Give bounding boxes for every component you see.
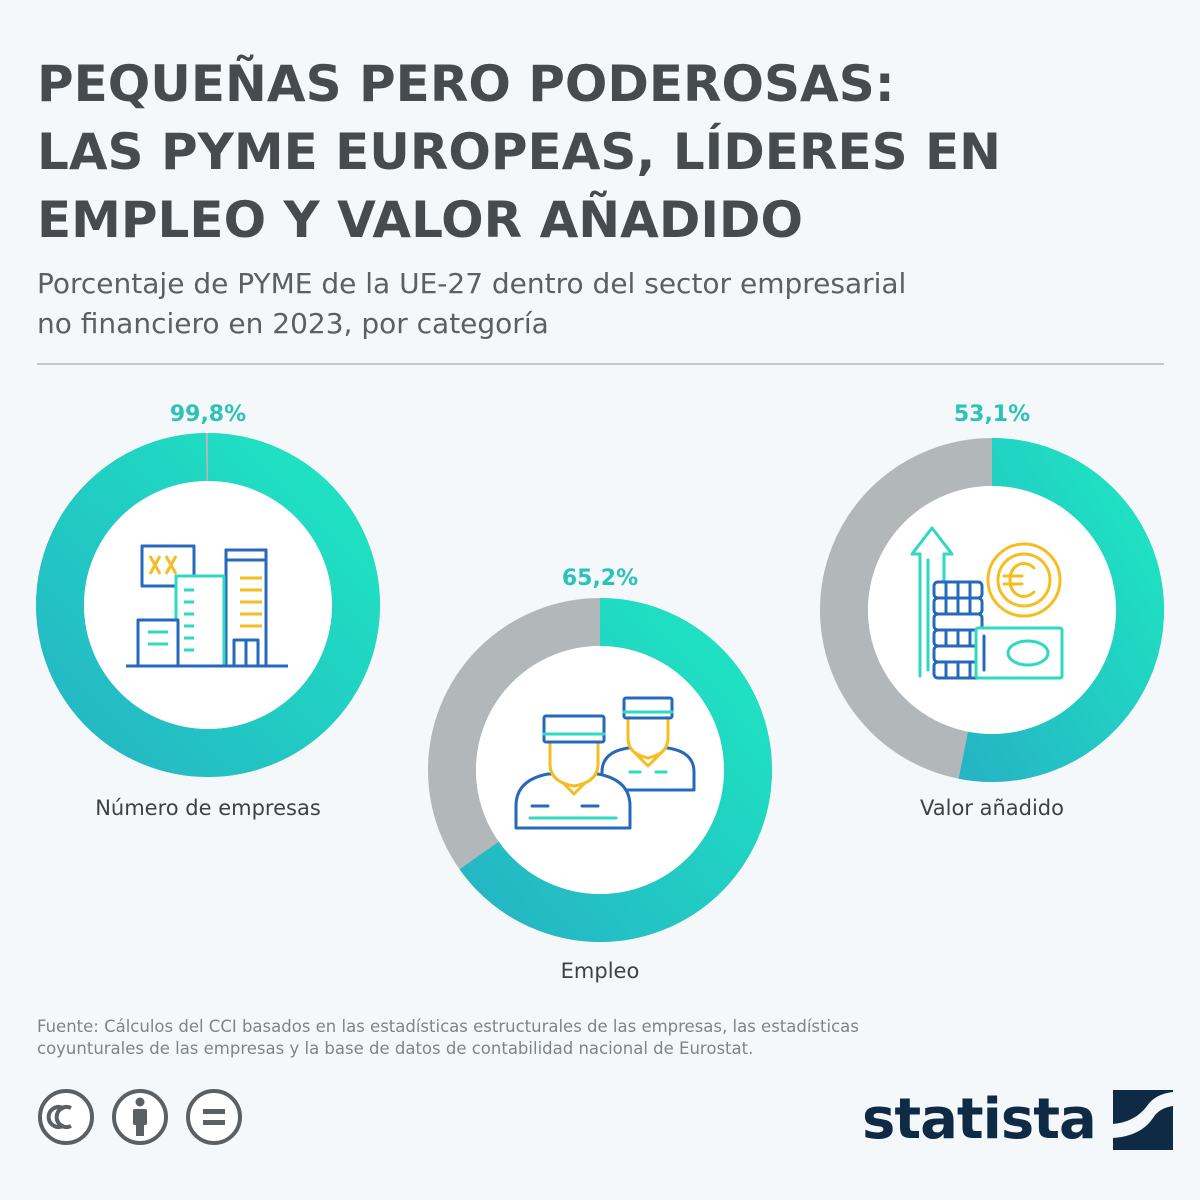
- brand-wordmark: statista: [862, 1087, 1097, 1152]
- license-icons: [37, 1088, 247, 1156]
- source-note: Fuente: Cálculos del CCI basados en las …: [37, 1016, 937, 1060]
- title-line-3: EMPLEO Y VALOR AÑADIDO: [37, 191, 803, 249]
- donut-empleo: 65,2% Empleo: [428, 566, 772, 983]
- donut-3-value-slice: [958, 438, 1164, 782]
- subtitle-line-1: Porcentaje de PYME de la UE-27 dentro de…: [37, 267, 907, 300]
- subtitle-line-2: no financiero en 2023, por categoría: [37, 307, 549, 340]
- donut-valor-anadido: 53,1% Valor añadido: [820, 402, 1164, 820]
- donut-1-category-label: Número de empresas: [95, 796, 321, 820]
- source-line-2: coyunturales de las empresas y la base d…: [37, 1039, 754, 1058]
- donut-1-value-slice: [36, 433, 381, 777]
- donut-2-value-label: 65,2%: [562, 566, 638, 591]
- source-line-1: Fuente: Cálculos del CCI basados en las …: [37, 1017, 859, 1036]
- statista-logo[interactable]: statista: [862, 1080, 1175, 1160]
- buildings-icon: [126, 544, 288, 668]
- donut-2-category-label: Empleo: [561, 959, 640, 983]
- money-growth-icon: [910, 526, 1064, 680]
- donut-3-center: [868, 486, 1116, 734]
- no-derivatives-icon[interactable]: [186, 1089, 242, 1145]
- attribution-icon[interactable]: [112, 1089, 168, 1145]
- donut-numero-empresas: 99,8% Número de empresas: [36, 402, 381, 820]
- page-title: PEQUEÑAS PERO PODEROSAS: LAS PYME EUROPE…: [37, 50, 1167, 254]
- donut-3-value-label: 53,1%: [954, 402, 1030, 427]
- donut-2-value-slice: [459, 598, 772, 942]
- page-subtitle: Porcentaje de PYME de la UE-27 dentro de…: [37, 264, 1167, 344]
- workers-icon: [514, 696, 696, 830]
- title-line-1: PEQUEÑAS PERO PODEROSAS:: [37, 55, 895, 113]
- title-line-2: LAS PYME EUROPEAS, LÍDERES EN: [37, 123, 1002, 181]
- cc-icon[interactable]: [38, 1089, 94, 1145]
- donut-3-category-label: Valor añadido: [920, 796, 1064, 820]
- divider: [37, 363, 1164, 365]
- donut-1-value-label: 99,8%: [170, 402, 246, 427]
- statista-mark-icon: [1112, 1090, 1173, 1150]
